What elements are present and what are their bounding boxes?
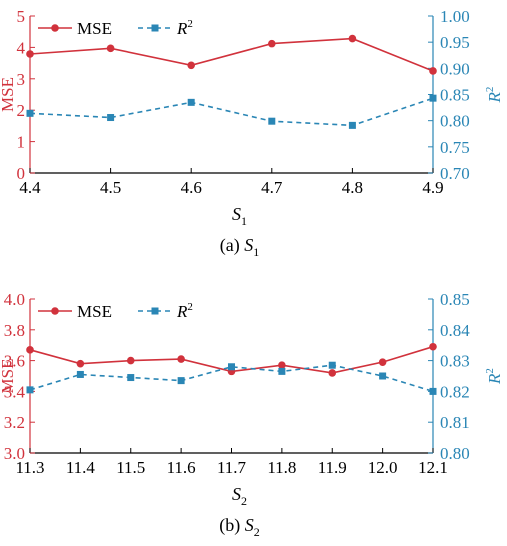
right-y-tick-label: 0.83	[440, 352, 470, 371]
x-tick-label: 12.0	[368, 458, 398, 477]
right-y-tick-label: 0.81	[440, 413, 470, 432]
r2-point	[187, 98, 195, 106]
left-y-tick-label: 3.4	[4, 382, 26, 401]
legend-r2-marker	[151, 24, 159, 32]
r2-point	[328, 361, 336, 369]
x-axis-title: S2	[232, 484, 247, 508]
x-tick-label: 11.3	[15, 458, 44, 477]
left-y-tick-label: 2	[17, 101, 26, 120]
right-y-tick-label: 0.70	[440, 164, 470, 183]
r2-point	[26, 386, 34, 394]
mse-point	[106, 44, 115, 53]
r2-point	[379, 372, 387, 380]
mse-point	[268, 39, 276, 48]
mse-point	[278, 361, 286, 370]
r2-point	[429, 387, 437, 395]
r2-point	[76, 370, 84, 378]
right-y-tick-label: 0.90	[440, 59, 470, 78]
x-tick-label: 11.6	[167, 458, 196, 477]
right-y-tick-label: 1.00	[440, 7, 470, 26]
r2-point	[177, 377, 185, 385]
right-y-tick-label: 0.85	[440, 86, 470, 105]
left-y-tick-label: 3.8	[4, 321, 25, 340]
x-tick-label: 4.9	[422, 178, 443, 197]
legend-r2-label: R2	[176, 301, 193, 321]
right-y-axis-title: R2	[484, 368, 504, 385]
left-y-axis-title: MSE	[0, 77, 17, 112]
legend: MSE R2	[38, 301, 193, 321]
mse-series-line	[29, 37, 434, 72]
chart-panel-2: 11.3 11.4 11.5 11.6 11.7 11.8 11.9 12.0 12.1 3.0 3…	[0, 290, 504, 539]
legend: MSE R2	[38, 18, 193, 38]
mse-point	[429, 342, 437, 351]
left-y-tick-label: 3	[17, 70, 26, 89]
left-y-tick-label: 4	[17, 38, 26, 57]
mse-point	[177, 355, 185, 363]
right-y-tick-label: 0.95	[440, 33, 470, 52]
left-y-tick-label: 1	[17, 133, 26, 152]
right-y-tick-label: 0.85	[440, 290, 470, 309]
right-y-tick-label: 0.75	[440, 138, 470, 157]
left-y-tick-label: 3.6	[4, 352, 25, 371]
left-y-tick-label: 0	[17, 164, 26, 183]
r2-point	[268, 117, 276, 125]
r2-point	[278, 367, 286, 375]
x-tick-label: 4.8	[342, 178, 363, 197]
panel-caption: (a) S1	[220, 235, 259, 259]
legend-mse-marker	[51, 307, 59, 315]
mse-point	[348, 34, 357, 43]
right-y-tick-label: 0.80	[440, 444, 470, 463]
right-y-tick-label: 0.82	[440, 382, 470, 401]
r2-point	[127, 374, 135, 382]
mse-point	[76, 359, 85, 368]
x-tick-label: 4.6	[181, 178, 202, 197]
left-y-tick-label: 3.2	[4, 413, 25, 432]
mse-point	[378, 358, 387, 366]
mse-point	[26, 346, 34, 354]
right-y-axis-title: R2	[484, 87, 504, 104]
x-tick-label: 4.4	[19, 178, 41, 197]
legend-mse-label: MSE	[77, 19, 112, 38]
legend-mse-marker	[51, 24, 59, 32]
left-y-tick-label: 3.0	[4, 444, 25, 463]
r2-series-line	[29, 97, 434, 127]
r2-point	[228, 363, 235, 371]
mse-point	[126, 356, 135, 365]
x-tick-label: 11.4	[66, 458, 96, 477]
right-y-tick-label: 0.80	[440, 112, 470, 131]
mse-point	[26, 50, 34, 58]
r2-point	[429, 94, 437, 102]
left-y-axis-title: MSE	[0, 359, 17, 394]
x-tick-label: 11.7	[217, 458, 247, 477]
legend-r2-marker	[151, 307, 159, 315]
panel-caption: (b) S2	[219, 515, 260, 539]
r2-point	[26, 109, 34, 117]
x-tick-label: 11.8	[267, 458, 296, 477]
x-tick-label: 11.5	[116, 458, 145, 477]
left-y-tick-label: 4.0	[4, 290, 25, 309]
right-y-tick-label: 0.84	[440, 321, 470, 340]
chart-panel-1: 4.4 4.5 4.6 4.7 4.8 4.9 0 1 2 3 4 5 0.70 0.75 0.80 0.85…	[0, 7, 504, 259]
mse-point	[187, 61, 195, 70]
x-tick-label: 4.5	[100, 178, 121, 197]
x-tick-label: 11.9	[318, 458, 347, 477]
legend-mse-label: MSE	[77, 302, 112, 321]
x-tick-label: 12.1	[418, 458, 448, 477]
legend-r2-label: R2	[176, 18, 193, 38]
r2-point	[348, 121, 356, 129]
left-y-tick-label: 5	[17, 7, 26, 26]
r2-point	[107, 114, 115, 122]
mse-point	[328, 369, 337, 377]
x-axis-title: S1	[232, 204, 247, 228]
x-tick-label: 4.7	[261, 178, 283, 197]
mse-point	[429, 67, 437, 75]
